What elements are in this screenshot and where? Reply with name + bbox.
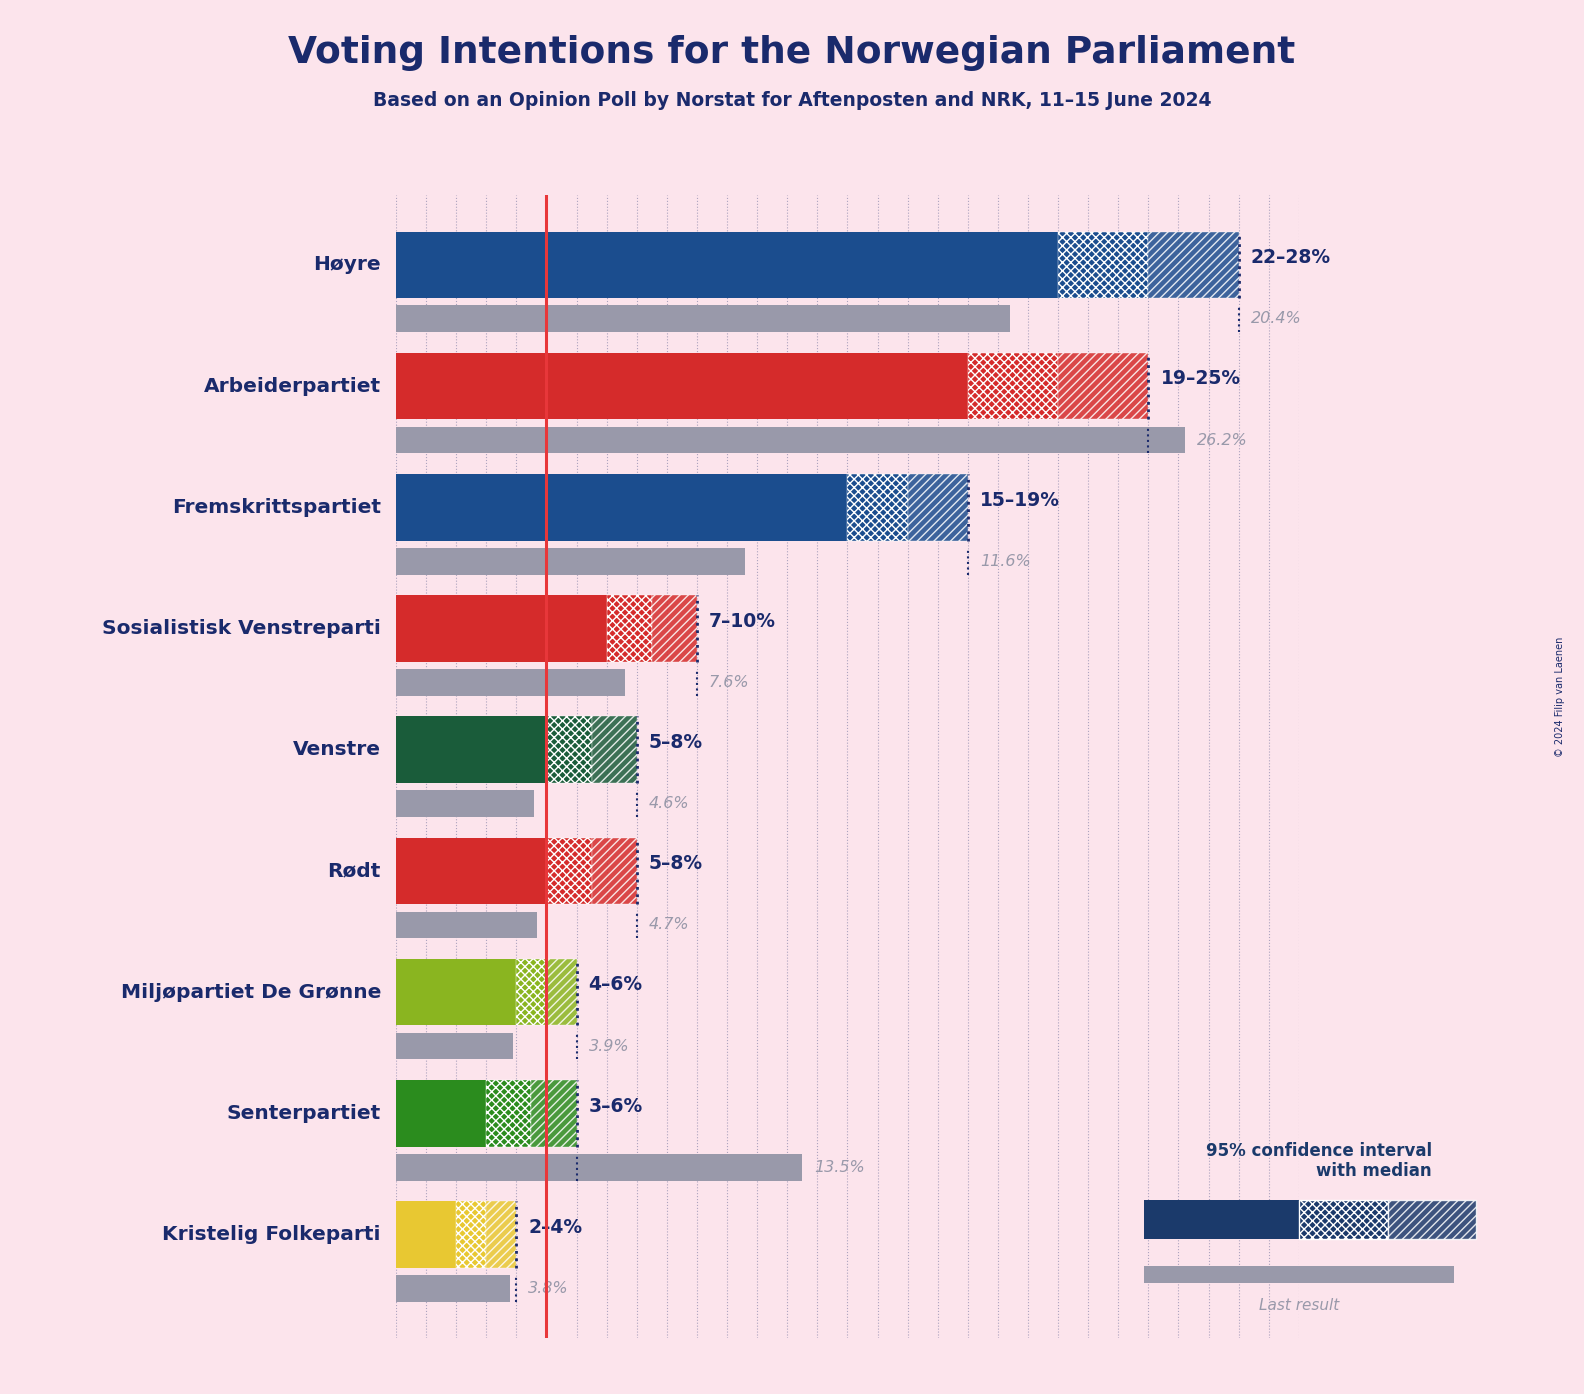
- Text: 3.9%: 3.9%: [589, 1039, 629, 1054]
- Bar: [847, 474, 908, 541]
- Text: Høyre: Høyre: [314, 255, 382, 275]
- Text: 3.8%: 3.8%: [529, 1281, 569, 1296]
- Text: Senterpartiet: Senterpartiet: [227, 1104, 382, 1124]
- Bar: [968, 353, 1058, 420]
- Text: 5–8%: 5–8%: [649, 855, 703, 873]
- Text: 26.2%: 26.2%: [1196, 432, 1247, 447]
- Text: Sosialistisk Venstreparti: Sosialistisk Venstreparti: [101, 619, 382, 638]
- Text: 15–19%: 15–19%: [980, 491, 1060, 510]
- Text: 7.6%: 7.6%: [710, 675, 749, 690]
- Text: 7–10%: 7–10%: [710, 612, 776, 630]
- Bar: [653, 595, 697, 662]
- Bar: [396, 1154, 802, 1181]
- Bar: [1144, 1200, 1299, 1239]
- Text: Voting Intentions for the Norwegian Parliament: Voting Intentions for the Norwegian Parl…: [288, 35, 1296, 71]
- Bar: [532, 1080, 577, 1147]
- Bar: [1148, 231, 1239, 298]
- Bar: [396, 790, 534, 817]
- Bar: [396, 548, 744, 574]
- Bar: [486, 1080, 532, 1147]
- Bar: [516, 959, 546, 1026]
- Bar: [396, 305, 1011, 332]
- Bar: [1299, 1200, 1388, 1239]
- Bar: [546, 959, 577, 1026]
- Text: Based on an Opinion Poll by Norstat for Aftenposten and NRK, 11–15 June 2024: Based on an Opinion Poll by Norstat for …: [372, 91, 1212, 110]
- Bar: [396, 1080, 486, 1147]
- Bar: [396, 427, 1185, 453]
- Bar: [396, 353, 968, 420]
- Bar: [607, 595, 653, 662]
- Text: 20.4%: 20.4%: [1251, 311, 1302, 326]
- Bar: [1388, 1200, 1476, 1239]
- Text: 11.6%: 11.6%: [980, 553, 1031, 569]
- Bar: [456, 1202, 486, 1269]
- Bar: [592, 838, 637, 905]
- Text: Kristelig Folkeparti: Kristelig Folkeparti: [163, 1225, 382, 1243]
- Bar: [396, 474, 847, 541]
- Bar: [396, 1033, 513, 1059]
- Bar: [396, 1202, 456, 1269]
- Bar: [1144, 1266, 1454, 1282]
- Text: 3–6%: 3–6%: [589, 1097, 643, 1115]
- Text: Venstre: Venstre: [293, 740, 382, 760]
- Text: 2–4%: 2–4%: [529, 1218, 583, 1236]
- Bar: [1058, 231, 1148, 298]
- Bar: [546, 717, 592, 783]
- Bar: [486, 1202, 516, 1269]
- Text: Fremskrittspartiet: Fremskrittspartiet: [173, 498, 382, 517]
- Text: 13.5%: 13.5%: [814, 1160, 865, 1175]
- Text: 4.7%: 4.7%: [649, 917, 689, 933]
- Text: 4–6%: 4–6%: [589, 976, 643, 994]
- Bar: [908, 474, 968, 541]
- Bar: [396, 231, 1058, 298]
- Text: Rødt: Rødt: [328, 861, 382, 881]
- Text: © 2024 Filip van Laenen: © 2024 Filip van Laenen: [1555, 637, 1565, 757]
- Text: Miljøpartiet De Grønne: Miljøpartiet De Grønne: [120, 983, 382, 1002]
- Bar: [546, 838, 592, 905]
- Text: 22–28%: 22–28%: [1251, 248, 1331, 268]
- Text: 95% confidence interval
with median: 95% confidence interval with median: [1205, 1142, 1432, 1181]
- Bar: [1058, 353, 1148, 420]
- Bar: [396, 838, 546, 905]
- Bar: [396, 912, 537, 938]
- Text: 5–8%: 5–8%: [649, 733, 703, 751]
- Bar: [396, 959, 516, 1026]
- Bar: [592, 717, 637, 783]
- Text: 4.6%: 4.6%: [649, 796, 689, 811]
- Bar: [396, 595, 607, 662]
- Text: Arbeiderpartiet: Arbeiderpartiet: [204, 376, 382, 396]
- Text: 19–25%: 19–25%: [1161, 369, 1240, 389]
- Bar: [396, 1276, 510, 1302]
- Text: Last result: Last result: [1259, 1298, 1338, 1313]
- Bar: [396, 717, 546, 783]
- Bar: [396, 669, 624, 696]
